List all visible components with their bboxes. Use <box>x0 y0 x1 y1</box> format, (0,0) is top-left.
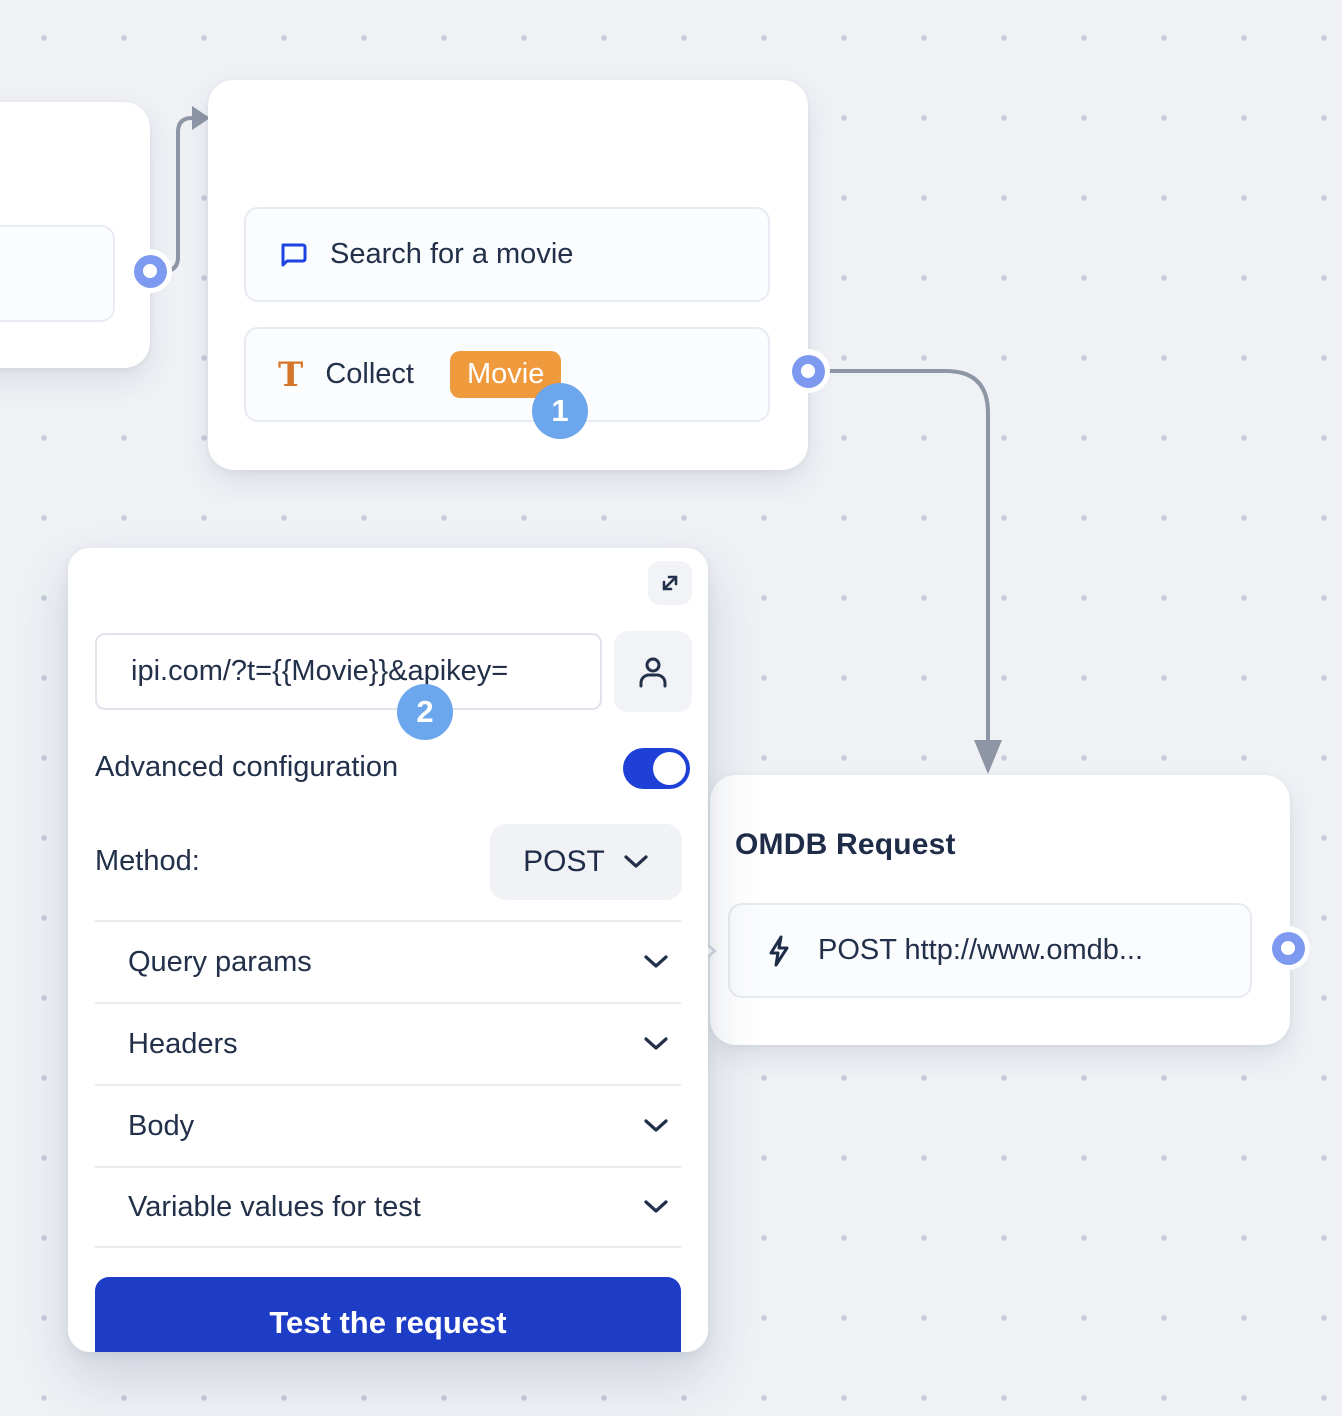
config-sections: Query params Headers Body Variable value… <box>95 920 681 1248</box>
section-query-params[interactable]: Query params <box>95 920 681 1002</box>
webhook-url-input[interactable] <box>95 633 602 710</box>
toggle-knob <box>653 752 686 785</box>
expand-icon <box>662 575 678 591</box>
node-movie-search[interactable]: Movie search Search for a movie T Collec… <box>208 80 808 470</box>
chevron-down-icon <box>644 1119 668 1132</box>
connector-left-to-movie-search <box>158 116 196 273</box>
chevron-down-icon <box>644 955 668 968</box>
block-collect-input[interactable]: T Collect Movie <box>244 327 770 422</box>
block-send-message[interactable]: Search for a movie <box>244 207 770 302</box>
node-omdb-request[interactable]: OMDB Request POST http://www.omdb... <box>710 775 1290 1045</box>
method-dropdown[interactable]: POST <box>490 824 682 900</box>
lightning-icon <box>764 934 794 968</box>
block-webhook-request[interactable]: POST http://www.omdb... <box>728 903 1252 998</box>
output-port-movie-search[interactable] <box>786 349 830 393</box>
advanced-configuration-label: Advanced configuration <box>95 751 399 783</box>
section-body[interactable]: Body <box>95 1084 681 1166</box>
step-badge-2: 2 <box>397 684 453 740</box>
partial-left-node-field[interactable] <box>0 225 115 322</box>
connector-movie-search-to-omdb <box>822 369 990 742</box>
port-ring-icon <box>1271 931 1305 965</box>
output-port-left-node[interactable] <box>128 249 172 293</box>
chevron-down-icon <box>644 1037 668 1050</box>
chevron-down-icon <box>624 855 648 868</box>
expand-button[interactable] <box>648 561 692 605</box>
user-icon <box>639 657 667 687</box>
port-ring-icon <box>133 254 167 288</box>
output-port-omdb[interactable] <box>1266 926 1310 970</box>
arrowhead-right-icon <box>192 106 210 130</box>
section-label: Body <box>128 1109 195 1142</box>
block-collect-label: Collect <box>325 358 414 390</box>
method-label: Method: <box>95 845 200 877</box>
chevron-down-icon <box>644 1200 668 1213</box>
section-label: Query params <box>128 945 312 978</box>
test-request-button[interactable]: Test the request <box>95 1277 681 1352</box>
webhook-summary-text: POST http://www.omdb... <box>818 934 1144 966</box>
partial-left-node[interactable] <box>0 102 150 368</box>
node-title: OMDB Request <box>735 828 956 861</box>
speech-bubble-icon <box>278 240 308 270</box>
text-input-icon: T <box>278 354 304 395</box>
advanced-configuration-toggle[interactable] <box>623 748 690 789</box>
webhook-config-panel: Advanced configuration Method: POST Quer… <box>68 548 708 1352</box>
section-variable-values[interactable]: Variable values for test <box>95 1166 681 1248</box>
variables-button[interactable] <box>614 631 692 712</box>
arrowhead-down-icon <box>974 740 1002 774</box>
method-value: POST <box>523 845 605 878</box>
section-label: Headers <box>128 1027 238 1060</box>
step-badge-1: 1 <box>532 383 588 439</box>
section-label: Variable values for test <box>128 1190 421 1223</box>
block-message-text: Search for a movie <box>330 238 574 270</box>
section-headers[interactable]: Headers <box>95 1002 681 1084</box>
port-ring-icon <box>791 354 825 388</box>
